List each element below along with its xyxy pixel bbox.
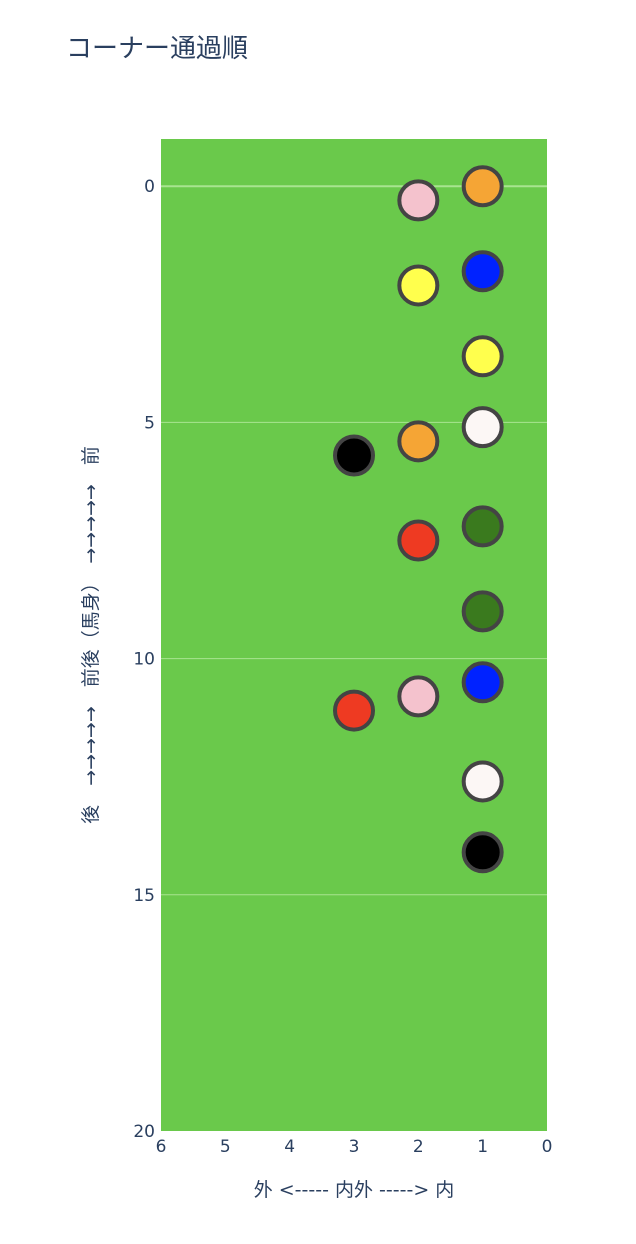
x-tick-label: 1 <box>477 1137 488 1157</box>
x-axis-ticks: 6 5 4 3 2 1 0 <box>156 1137 553 1157</box>
y-tick-label: 0 <box>144 177 155 197</box>
chart-title: コーナー通過順 <box>66 34 248 64</box>
horse-marker <box>461 250 504 293</box>
horse-marker <box>461 831 504 874</box>
y-tick-label: 10 <box>133 650 155 670</box>
horse-marker <box>461 661 504 704</box>
horse-marker <box>461 335 504 378</box>
y-tick-label: 20 <box>133 1122 155 1142</box>
horse-marker <box>461 760 504 803</box>
x-tick-label: 2 <box>413 1137 424 1157</box>
y-tick-label: 5 <box>144 413 155 433</box>
horse-marker <box>333 434 375 477</box>
x-tick-label: 4 <box>284 1137 295 1157</box>
x-tick-label: 6 <box>156 1137 167 1157</box>
y-axis-ticks: 0 5 10 15 20 <box>133 177 155 1142</box>
plot-area <box>161 139 547 1131</box>
horse-marker <box>397 519 440 562</box>
x-tick-label: 5 <box>220 1137 231 1157</box>
horse-marker <box>461 505 504 548</box>
horse-marker <box>461 165 504 208</box>
horse-marker <box>461 590 504 633</box>
horse-marker <box>461 406 504 449</box>
x-tick-label: 3 <box>349 1137 360 1157</box>
x-tick-label: 0 <box>542 1137 553 1157</box>
y-axis-label: 後 →→→→→ 前後（馬身） →→→→→ 前 <box>80 446 102 824</box>
y-tick-label: 15 <box>133 886 155 906</box>
horse-marker <box>397 179 440 222</box>
x-axis-label: 外 <----- 内外 -----> 内 <box>254 1179 455 1201</box>
horse-marker <box>397 675 440 718</box>
horse-marker <box>397 420 440 463</box>
horse-marker <box>397 264 440 307</box>
data-points <box>333 165 504 874</box>
horse-marker <box>333 689 375 732</box>
